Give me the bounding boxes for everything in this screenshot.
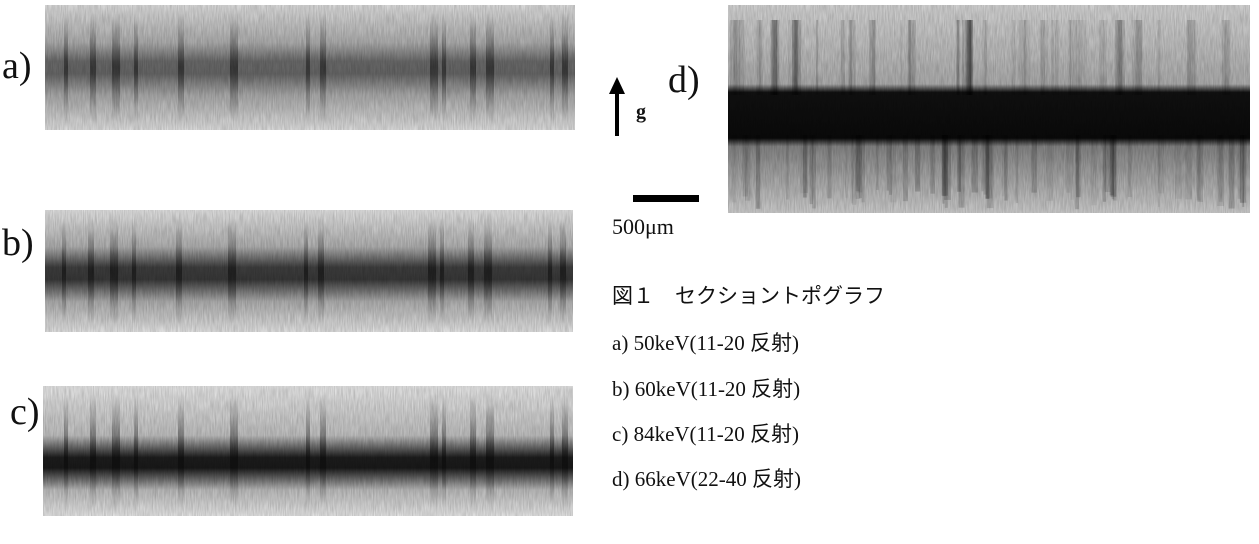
caption-item: b) 60keV(11-20 反射) — [612, 377, 800, 401]
panel-label: b) — [2, 222, 34, 264]
grain — [728, 5, 1250, 213]
caption-item: d) 66keV(22-40 反射) — [612, 467, 801, 491]
caption-item: c) 84keV(11-20 反射) — [612, 422, 799, 446]
scale-bar-label: 500μm — [612, 214, 674, 239]
gravity-arrowhead — [609, 77, 625, 94]
figure: a) b) c) d) g 500μm 図１ セクショントポグラフ a) 50k… — [0, 0, 1259, 544]
scale-bar — [633, 195, 699, 202]
arrow-label: g — [636, 101, 646, 123]
grain — [45, 210, 573, 332]
grain — [45, 5, 575, 130]
caption-title: 図１ セクショントポグラフ — [612, 284, 885, 308]
panel-label: a) — [2, 45, 32, 87]
panel-label: c) — [10, 391, 40, 433]
caption-item: a) 50keV(11-20 反射) — [612, 331, 799, 355]
panel-label: d) — [668, 59, 700, 101]
page: {"panels": [ {"label": "a)"}, {"label": … — [0, 0, 1259, 544]
grain — [43, 386, 573, 516]
